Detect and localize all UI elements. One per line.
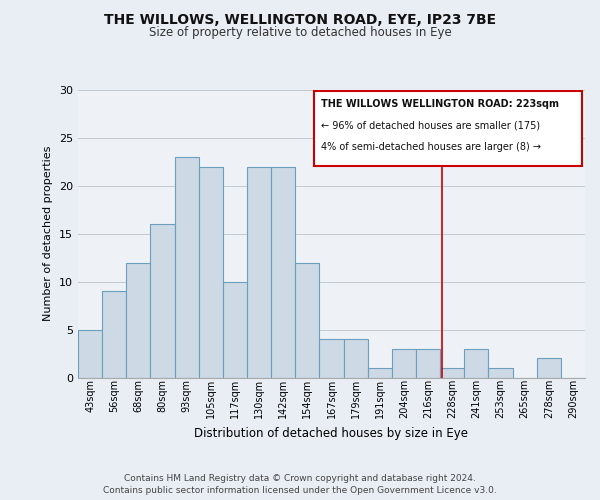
Bar (368, 368, 392, 378)
Text: Contains HM Land Registry data © Crown copyright and database right 2024.: Contains HM Land Registry data © Crown c… (124, 474, 476, 483)
Bar (488, 368, 512, 378)
Text: ← 96% of detached houses are smaller (175): ← 96% of detached houses are smaller (17… (322, 120, 541, 130)
Bar (440, 368, 464, 378)
Text: THE WILLOWS, WELLINGTON ROAD, EYE, IP23 7BE: THE WILLOWS, WELLINGTON ROAD, EYE, IP23 … (104, 12, 496, 26)
Text: Size of property relative to detached houses in Eye: Size of property relative to detached ho… (149, 26, 451, 39)
Bar (247, 166, 271, 378)
FancyBboxPatch shape (314, 92, 583, 166)
Bar (102, 291, 126, 378)
Bar (199, 166, 223, 378)
Bar (175, 157, 199, 378)
X-axis label: Distribution of detached houses by size in Eye: Distribution of detached houses by size … (194, 426, 469, 440)
Bar (126, 262, 151, 378)
Bar (78, 330, 102, 378)
Bar (416, 349, 440, 378)
Bar (464, 349, 488, 378)
Bar (295, 262, 319, 378)
Y-axis label: Number of detached properties: Number of detached properties (43, 146, 53, 322)
Text: Contains public sector information licensed under the Open Government Licence v3: Contains public sector information licen… (103, 486, 497, 495)
Bar (344, 339, 368, 378)
Text: 4% of semi-detached houses are larger (8) →: 4% of semi-detached houses are larger (8… (322, 142, 541, 152)
Bar (392, 349, 416, 378)
Text: THE WILLOWS WELLINGTON ROAD: 223sqm: THE WILLOWS WELLINGTON ROAD: 223sqm (322, 98, 559, 108)
Bar (151, 224, 175, 378)
Bar (271, 166, 295, 378)
Bar (537, 358, 561, 378)
Bar (319, 339, 344, 378)
Bar (223, 282, 247, 378)
